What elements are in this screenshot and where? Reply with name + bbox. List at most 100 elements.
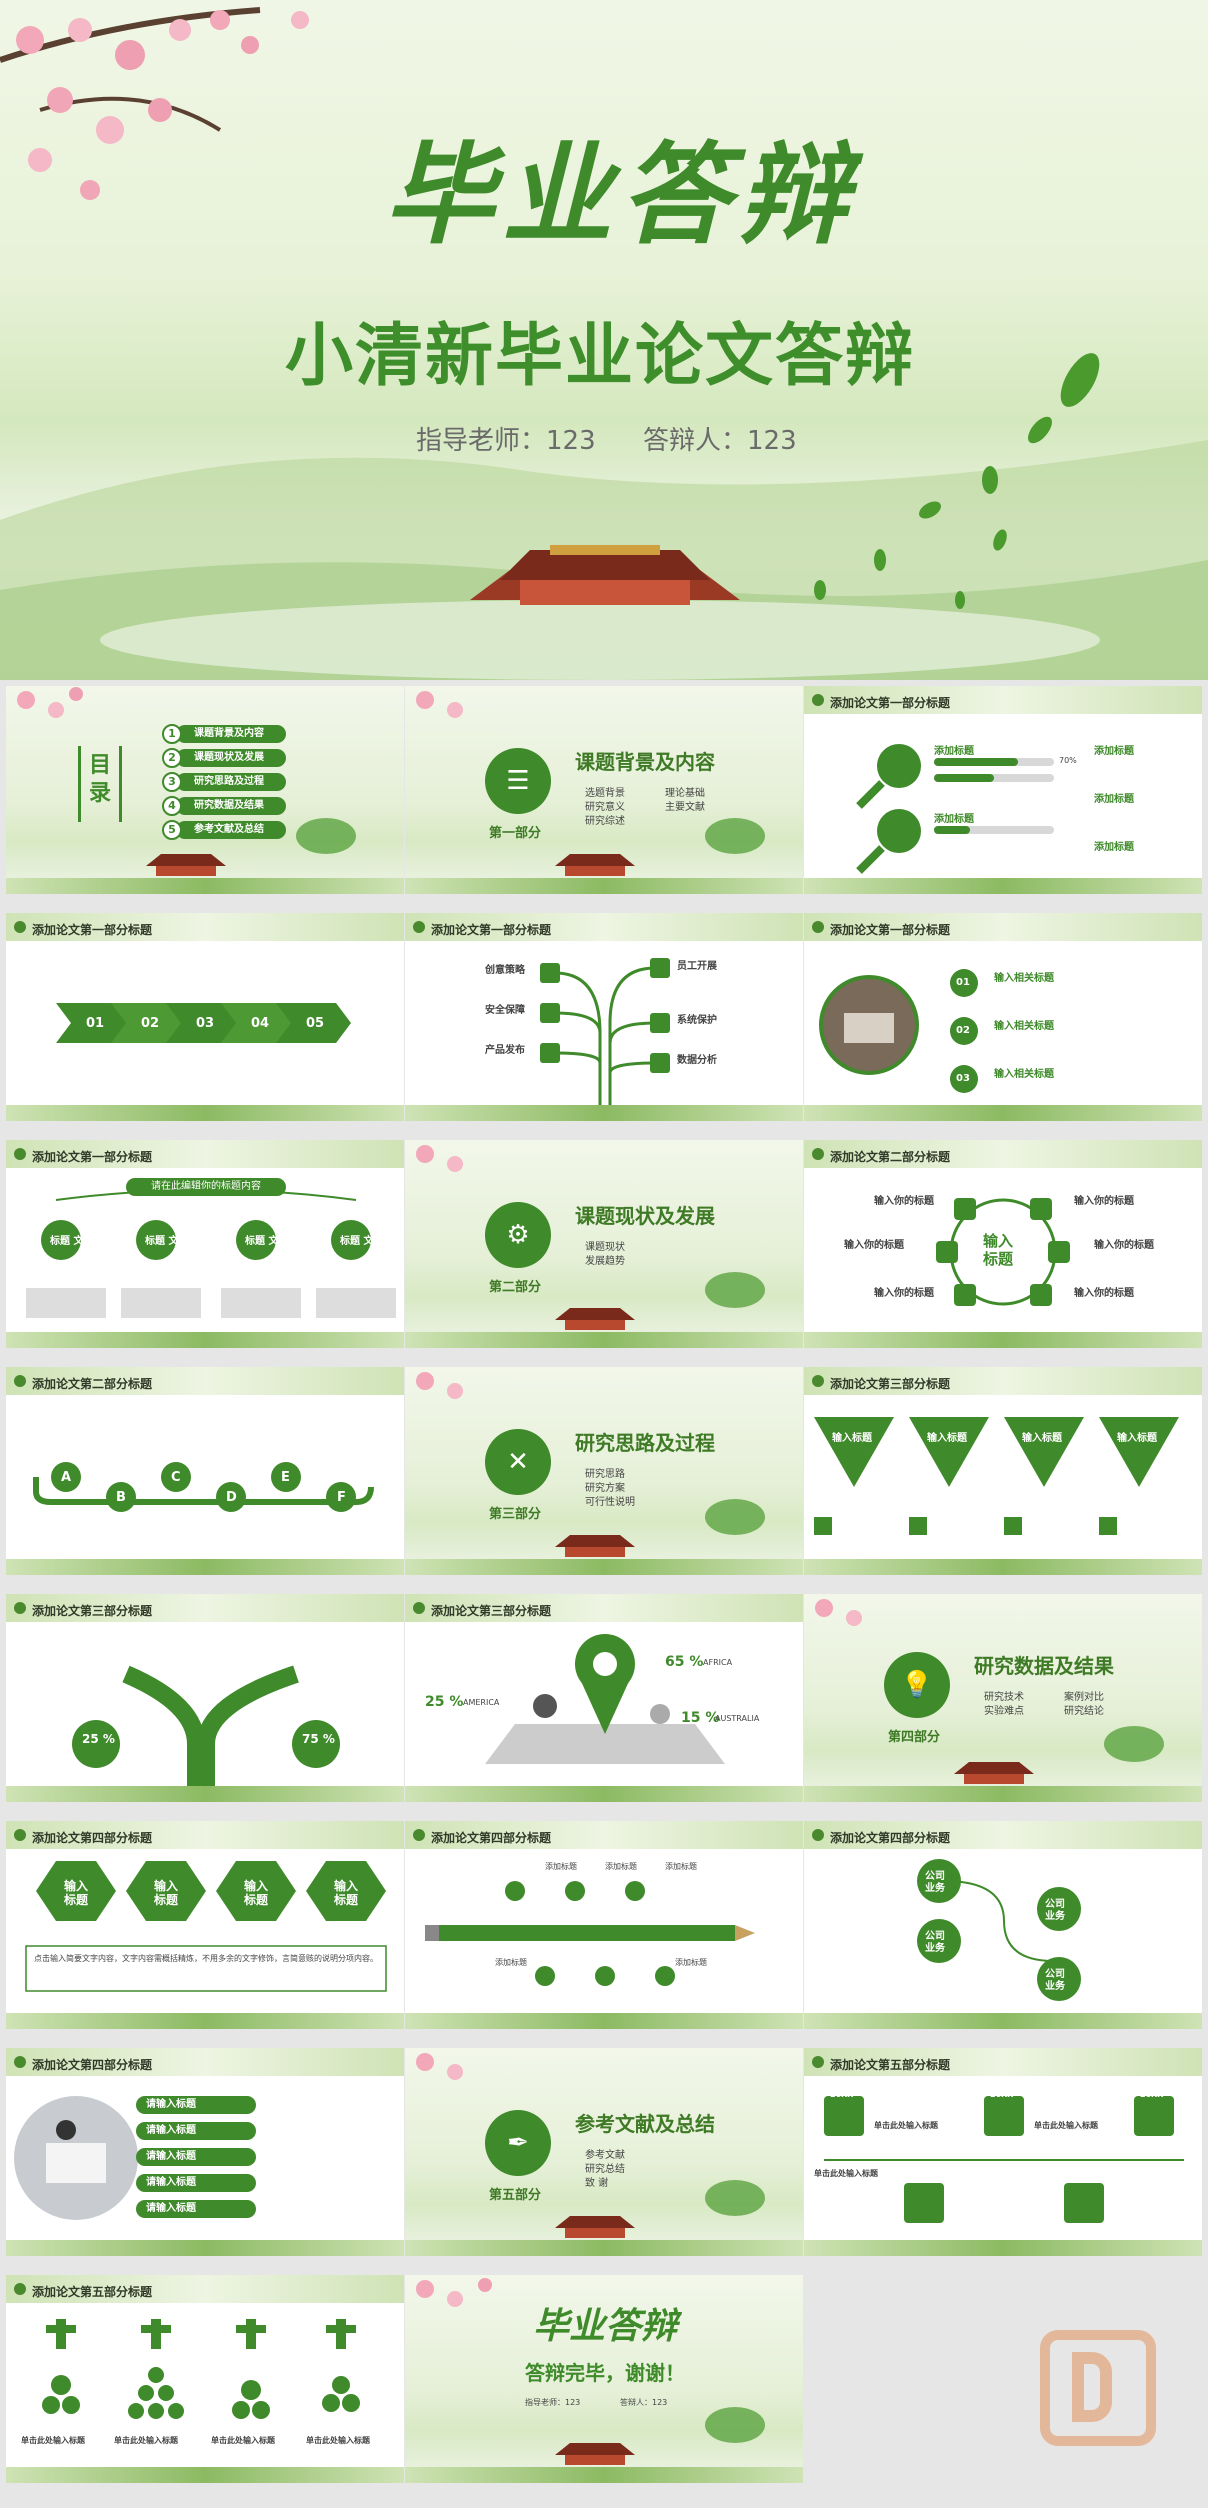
- watermark-logo: [1040, 2330, 1156, 2446]
- step: 02: [141, 1016, 160, 1031]
- item: 产品发布: [485, 1045, 525, 1056]
- slide-footer: [6, 1559, 404, 1575]
- slide-header-band: [405, 913, 803, 941]
- year-timeline: [824, 2096, 1184, 2223]
- bullet: 研究结论: [1064, 1706, 1104, 1717]
- part-label: 第三部分: [489, 1507, 542, 1522]
- side-title: 添加标题: [1094, 746, 1134, 757]
- slide-18: 添加论文第四部分标题 公司 业务 公司 业务 公司 业务 公司 业务: [804, 1821, 1202, 2029]
- slide-header-band: [6, 2275, 404, 2303]
- bullet: 实验难点: [984, 1706, 1024, 1717]
- slide-footer: [804, 2240, 1202, 2256]
- item: 公司 业务: [1045, 1969, 1065, 1992]
- ending-defender: 答辩人：123: [620, 2398, 668, 2407]
- header-icon: [14, 2283, 26, 2295]
- toc-number: 3: [162, 772, 182, 792]
- slide-title: 添加论文第三部分标题: [830, 1377, 951, 1391]
- defender-label: 答辩人：123: [643, 426, 797, 456]
- magnifier-icons: [856, 744, 921, 874]
- slide-header-band: [6, 913, 404, 941]
- slide-title: 添加论文第四部分标题: [32, 1831, 153, 1845]
- toc-number: 5: [162, 820, 182, 840]
- header-icon: [14, 1148, 26, 1160]
- item: 安全保障: [485, 1005, 525, 1016]
- teacher-label: 指导老师：123: [416, 426, 596, 456]
- slide-header-band: [6, 1821, 404, 1849]
- slide-title: 添加论文第一部分标题: [32, 1150, 153, 1164]
- map-pins: [485, 1634, 725, 1764]
- slide-footer: [405, 1332, 803, 1348]
- slide-footer: [6, 1332, 404, 1348]
- slide-footer: [405, 1559, 803, 1575]
- toc-item[interactable]: 参考文献及总结: [176, 821, 286, 839]
- photo-circle: [819, 969, 978, 1093]
- bullet: 研究技术: [984, 1692, 1024, 1703]
- hexagons: [25, 1861, 387, 1992]
- gear-icon: ⚙: [485, 1202, 551, 1268]
- slide-title: 添加论文第一部分标题: [32, 923, 153, 937]
- ending-teacher: 指导老师：123: [525, 2398, 581, 2407]
- part-title: 课题现状及发展: [575, 1204, 715, 1228]
- toc-item[interactable]: 课题现状及发展: [176, 749, 286, 767]
- ring-diagram: [936, 1198, 1070, 1306]
- snake-path: [33, 1462, 374, 1512]
- slide-header-band: [804, 913, 1202, 941]
- slide-part5: ✒ 第五部分 参考文献及总结 参考文献 研究总结 致 谢: [405, 2048, 803, 2256]
- slide-7: 添加论文第一部分标题 请在此编辑你的标题内容 标题 文本 标题 文本 标题 文本…: [6, 1140, 404, 1348]
- part-label: 第二部分: [489, 1280, 542, 1295]
- toc-number: 1: [162, 724, 182, 744]
- item: 添加标题: [495, 1958, 527, 1967]
- item: 请输入标题: [136, 2096, 256, 2114]
- year: 20XX: [990, 2090, 1014, 2099]
- slide-part2: ⚙ 第二部分 课题现状及发展 课题现状 发展趋势: [405, 1140, 803, 1348]
- toc-item[interactable]: 研究思路及过程: [176, 773, 286, 791]
- letter: E: [281, 1470, 290, 1485]
- item: 添加标题: [675, 1958, 707, 1967]
- item: 公司 业务: [925, 1871, 945, 1894]
- slide-footer: [804, 1105, 1202, 1121]
- slide-decor: [815, 1599, 1164, 1784]
- item: 输入标题: [1022, 1433, 1062, 1444]
- slide-decor: [416, 1372, 765, 1557]
- slide-title: 添加论文第三部分标题: [431, 1604, 552, 1618]
- item: 数据分析: [677, 1055, 717, 1066]
- slide-title: 添加论文第二部分标题: [830, 1150, 951, 1164]
- slide-footer: [405, 2240, 803, 2256]
- side-title: 添加标题: [1094, 794, 1134, 805]
- slide-toc: 目录 课题背景及内容 1 课题现状及发展 2 研究思路及过程 3 研究数据及结果 4 参考文献及…: [6, 686, 404, 894]
- item: 创意策略: [485, 965, 525, 976]
- slide-footer: [804, 2013, 1202, 2029]
- slide-9: 添加论文第二部分标题 输入 标题 输入你的标题 输入你的标题 输入你的标题 输入…: [804, 1140, 1202, 1348]
- num: 02: [956, 1025, 970, 1036]
- header-icon: [413, 1829, 425, 1841]
- toc-item[interactable]: 课题背景及内容: [176, 725, 286, 743]
- slide-footer: [405, 878, 803, 894]
- header-icon: [14, 2056, 26, 2068]
- slide-footer: [6, 2240, 404, 2256]
- progress-bar: [934, 774, 1054, 782]
- slide-footer: [6, 2013, 404, 2029]
- slide-header-band: [6, 1140, 404, 1168]
- item: 输入标题: [927, 1433, 967, 1444]
- bullet: 研究总结: [585, 2164, 625, 2175]
- item: 输入 标题: [334, 1879, 359, 1907]
- part-label: 第一部分: [489, 826, 542, 841]
- slide-header-band: [804, 1367, 1202, 1395]
- num: 01: [956, 977, 970, 988]
- slide-22: 添加论文第五部分标题 单击此处输入标题 单击此处输入标题 单击此处输入标题 单击…: [6, 2275, 404, 2483]
- header-icon: [413, 921, 425, 933]
- slide-footer: [6, 2467, 404, 2483]
- strategy-icon: ✕: [485, 1429, 551, 1495]
- slide-header-band: [6, 1594, 404, 1622]
- item: 输入相关标题: [994, 973, 1054, 984]
- ending-thanks: 答辩完毕，谢谢！: [525, 2361, 685, 2385]
- tag: 标题 文本: [145, 1236, 189, 1247]
- right-pct: 75 %: [302, 1732, 335, 1746]
- item: 输入标题: [1117, 1433, 1157, 1444]
- part-label: 第五部分: [489, 2188, 542, 2203]
- letter: B: [116, 1490, 126, 1505]
- item-title: 添加标题: [934, 746, 974, 757]
- slide-footer: [405, 2467, 803, 2483]
- slide-footer: [804, 1786, 1202, 1802]
- toc-item[interactable]: 研究数据及结果: [176, 797, 286, 815]
